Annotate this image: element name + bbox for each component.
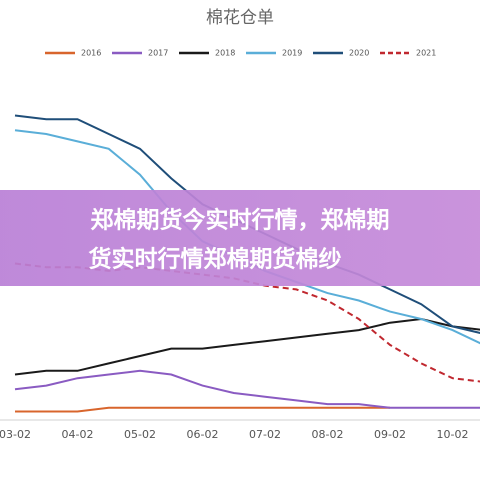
series-line bbox=[14, 369, 480, 409]
banner bbox=[0, 190, 480, 286]
banner-line: 货实时行情郑棉期货棉纱 bbox=[89, 246, 342, 273]
x-tick-label: 10-02 bbox=[437, 428, 469, 441]
x-tick-label: 03-02 bbox=[0, 428, 31, 441]
x-tick-label: 08-02 bbox=[312, 428, 344, 441]
legend-label: 2019 bbox=[282, 49, 302, 58]
x-tick-label: 04-02 bbox=[62, 428, 94, 441]
x-tick-label: 05-02 bbox=[124, 428, 156, 441]
x-tick-label: 06-02 bbox=[187, 428, 219, 441]
x-tick-label: 07-02 bbox=[249, 428, 281, 441]
legend-label: 2018 bbox=[215, 49, 235, 58]
x-tick-label: 09-02 bbox=[374, 428, 406, 441]
legend-label: 2016 bbox=[81, 49, 101, 58]
series-line bbox=[15, 406, 390, 413]
chart-title: 棉花仓单 bbox=[206, 8, 274, 28]
series-line bbox=[14, 317, 480, 376]
legend-label: 2021 bbox=[416, 49, 436, 58]
banner-line: 郑棉期货今实时行情，郑棉期 bbox=[91, 207, 390, 234]
series-line bbox=[14, 262, 480, 383]
legend-label: 2020 bbox=[349, 49, 369, 58]
legend-label: 2017 bbox=[148, 49, 168, 58]
